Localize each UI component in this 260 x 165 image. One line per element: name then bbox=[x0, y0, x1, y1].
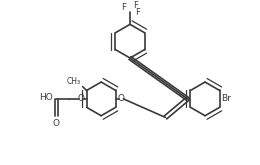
Text: CH₃: CH₃ bbox=[67, 77, 81, 86]
Text: Br: Br bbox=[222, 94, 231, 103]
Text: O: O bbox=[53, 119, 60, 128]
Text: O: O bbox=[118, 94, 125, 103]
Text: HO: HO bbox=[40, 93, 53, 102]
Text: F: F bbox=[135, 8, 140, 17]
Text: F: F bbox=[133, 1, 138, 10]
Text: F: F bbox=[121, 3, 126, 13]
Text: O: O bbox=[78, 94, 85, 103]
